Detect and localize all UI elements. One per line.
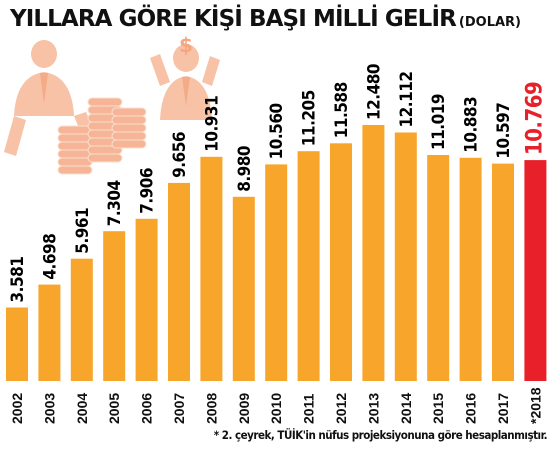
value-label-2004: 5.961 [73, 208, 93, 254]
year-label-2004: 2004 [74, 393, 90, 424]
year-label-2008: 2008 [203, 393, 219, 424]
bar-2017 [492, 163, 514, 381]
bar-2004 [70, 258, 93, 381]
value-label-2016: 10.883 [462, 97, 482, 153]
bar-2003 [38, 284, 61, 381]
bar-2009 [232, 196, 255, 381]
year-label-2006: 2006 [139, 393, 155, 424]
dollar-person-icon: $ [150, 33, 220, 120]
year-label-2010: 2010 [268, 393, 284, 424]
value-label-2013: 12.480 [364, 64, 384, 120]
year-label-2014: 2014 [398, 393, 414, 424]
chart-title: YILLARA GÖRE KİŞİ BAŞI MİLLİ GELİR (DOLAR… [10, 6, 521, 32]
bar-2006 [135, 218, 158, 381]
year-label-2007: 2007 [171, 393, 187, 424]
value-label-2015: 11.019 [429, 94, 449, 150]
value-label-2014: 12.112 [397, 71, 417, 127]
value-label-2008: 10.931 [202, 96, 222, 152]
footnote: * 2. çeyrek, TÜİK'in nüfus projeksiyonun… [213, 428, 548, 442]
bar-2010 [265, 164, 288, 381]
bar-2014 [394, 132, 417, 381]
year-label-2016: 2016 [463, 393, 479, 424]
year-label-2003: 2003 [41, 393, 57, 424]
year-label-2015: 2015 [430, 393, 446, 424]
illustration: $ [4, 33, 220, 175]
value-label-2017: 10.597 [494, 103, 514, 159]
bar-2013 [362, 125, 385, 381]
bar-2018 [524, 160, 547, 381]
bar-2015 [427, 155, 450, 381]
year-label-2017: 2017 [495, 393, 511, 424]
bar-2002 [6, 307, 28, 381]
year-label-2013: 2013 [365, 393, 381, 424]
value-label-2003: 4.698 [40, 234, 60, 280]
coin-stacks-icon [57, 97, 147, 175]
value-label-2002: 3.581 [8, 257, 28, 303]
bar-2011 [297, 151, 320, 381]
bar-2007 [168, 182, 190, 381]
value-label-2011: 11.205 [300, 90, 320, 146]
year-label-2011: 2011 [301, 393, 317, 424]
value-label-2007: 9.656 [170, 132, 190, 178]
year-label-2018: *2018 [527, 387, 543, 424]
bar-2005 [103, 231, 126, 381]
bar-2016 [459, 157, 482, 381]
value-label-2010: 10.560 [267, 103, 287, 159]
value-label-2012: 11.588 [332, 82, 352, 138]
value-labels-group: 3.581 4.698 5.961 7.304 7.906 9.656 10.931 8.98… [8, 64, 547, 303]
value-label-2009: 8.980 [235, 146, 255, 192]
year-label-2002: 2002 [9, 393, 25, 424]
value-label-2005: 7.304 [105, 180, 125, 226]
year-label-2005: 2005 [106, 393, 122, 424]
year-label-2009: 2009 [236, 393, 252, 424]
bars-group [6, 125, 547, 381]
year-label-2012: 2012 [333, 393, 349, 424]
bar-2012 [330, 143, 352, 381]
value-label-2018: 10.769 [522, 82, 547, 155]
year-labels-group: 2002 2003 2004 2005 2006 2007 2008 2009 2010 2011… [9, 387, 543, 424]
bar-2008 [200, 156, 223, 381]
chart-unit: (DOLAR) [458, 15, 522, 30]
svg-text:$: $ [179, 33, 193, 57]
value-label-2006: 7.906 [138, 168, 158, 214]
chart-title-text: YILLARA GÖRE KİŞİ BAŞI MİLLİ GELİR [10, 6, 457, 32]
